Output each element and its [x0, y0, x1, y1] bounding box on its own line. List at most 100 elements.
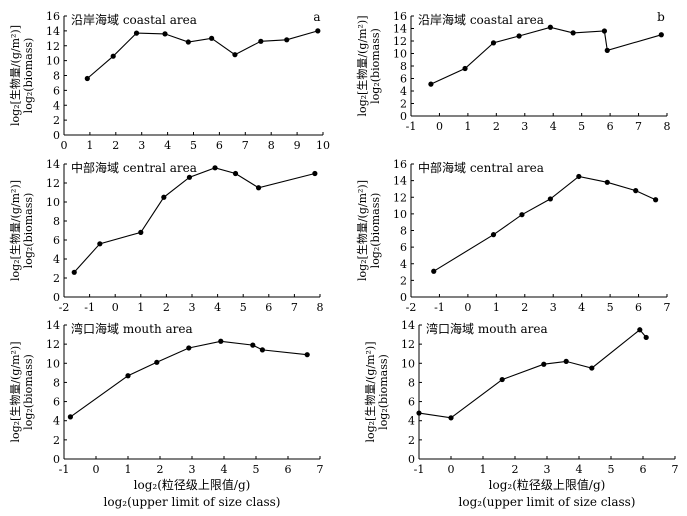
x-tick-label: -1 [434, 301, 445, 314]
data-point [576, 173, 582, 180]
x-tick-label: 1 [125, 463, 132, 476]
x-tick-label: 9 [294, 139, 301, 152]
y-axis-label-en: log₂(biomass) [22, 193, 35, 269]
y-tick-label: 12 [401, 338, 415, 351]
y-tick-label: 12 [46, 338, 60, 351]
data-point [250, 342, 256, 348]
y-tick-label: 8 [400, 60, 407, 73]
x-tick-label: 2 [521, 301, 528, 314]
y-tick-label: 2 [408, 434, 415, 447]
y-axis-label-en: log₂(biomass) [369, 28, 382, 104]
x-tick-label: 5 [607, 301, 614, 314]
x-tick-label: 0 [448, 463, 455, 476]
data-point [633, 188, 639, 194]
x-tick-label: 8 [317, 301, 324, 314]
y-tick-label: 14 [393, 175, 407, 188]
x-tick-label: 5 [578, 120, 585, 133]
data-point [653, 197, 659, 203]
x-axis-label: log₂(粒径级上限值/g) [489, 477, 606, 492]
y-tick-label: 8 [53, 376, 60, 389]
data-point [643, 334, 649, 341]
x-tick-label: 4 [164, 139, 171, 152]
x-tick-label: 4 [550, 120, 557, 133]
x-tick-label: 2 [512, 463, 519, 476]
data-point [232, 170, 239, 177]
x-tick-label: 6 [265, 301, 272, 314]
series-line [73, 167, 316, 273]
data-point [431, 268, 437, 274]
y-tick-label: 12 [393, 35, 407, 48]
y-tick-label: 0 [53, 129, 60, 142]
data-point [570, 30, 576, 36]
y-tick-label: 10 [46, 357, 60, 370]
data-point [97, 241, 103, 247]
data-point [258, 38, 264, 44]
y-tick-label: 4 [408, 415, 415, 428]
data-point [218, 338, 224, 344]
data-point [462, 65, 468, 72]
data-point [185, 39, 191, 45]
y-tick-label: 4 [53, 415, 60, 428]
data-point [212, 165, 218, 171]
x-tick-label: 4 [576, 463, 583, 476]
x-tick-label: 1 [480, 463, 487, 476]
x-tick-label: -1 [406, 120, 417, 133]
x-tick-label: 2 [163, 301, 170, 314]
data-point [71, 269, 77, 275]
data-point [154, 359, 160, 365]
data-point [541, 361, 547, 367]
y-tick-label: 12 [393, 191, 407, 204]
y-axis-label: log₂[生物量/(g/m²)] [363, 341, 377, 442]
y-tick-label: 8 [408, 376, 415, 389]
x-tick-label: 0 [464, 301, 471, 314]
y-tick-label: 2 [400, 98, 407, 111]
y-tick-label: 0 [53, 291, 60, 304]
y-tick-label: 0 [408, 453, 415, 466]
x-tick-label: 4 [578, 301, 585, 314]
y-axis-label: log₂[生物量/(g/m²)] [355, 15, 369, 116]
x-tick-label: 3 [189, 301, 196, 314]
series-line [70, 340, 308, 418]
y-tick-label: 16 [46, 10, 60, 23]
x-tick-label: 1 [464, 120, 471, 133]
panel-title: 中部海域 central area [71, 160, 197, 175]
y-tick-label: 10 [46, 196, 60, 209]
x-tick-label: 1 [137, 301, 144, 314]
panel-title: 湾口海域 mouth area [426, 321, 548, 336]
x-axis-label-en: log₂(upper limit of size class) [104, 495, 281, 509]
y-tick-label: 8 [400, 225, 407, 238]
data-point [162, 31, 168, 37]
y-tick-label: 0 [400, 110, 407, 123]
y-tick-label: 14 [46, 319, 60, 332]
x-tick-label: 2 [112, 139, 119, 152]
data-point [315, 28, 321, 34]
x-tick-label: 0 [61, 139, 68, 152]
y-tick-label: 2 [400, 274, 407, 287]
y-axis-label: log₂[生物量/(g/m²)] [8, 180, 22, 281]
data-point [259, 347, 265, 353]
x-tick-label: 3 [138, 139, 145, 152]
y-axis-label-en: log₂(biomass) [377, 354, 390, 430]
y-tick-label: 4 [53, 99, 60, 112]
data-point [547, 196, 553, 202]
x-tick-label: 7 [672, 463, 679, 476]
panel-tag: b [657, 10, 665, 24]
x-tick-label: 3 [521, 120, 528, 133]
x-tick-label: 2 [493, 120, 500, 133]
x-tick-label: 4 [221, 463, 228, 476]
series-line [418, 329, 647, 419]
x-tick-label: 7 [242, 139, 249, 152]
data-point [519, 212, 525, 218]
x-tick-label: 2 [157, 463, 164, 476]
panel-title: 湾口海域 mouth area [71, 321, 193, 336]
panel-title: 沿岸海域 coastal area [418, 12, 544, 27]
y-axis-label: log₂[生物量/(g/m²)] [8, 341, 22, 442]
x-tick-label: -1 [84, 301, 95, 314]
data-point [84, 75, 90, 82]
y-tick-label: 14 [46, 158, 60, 171]
